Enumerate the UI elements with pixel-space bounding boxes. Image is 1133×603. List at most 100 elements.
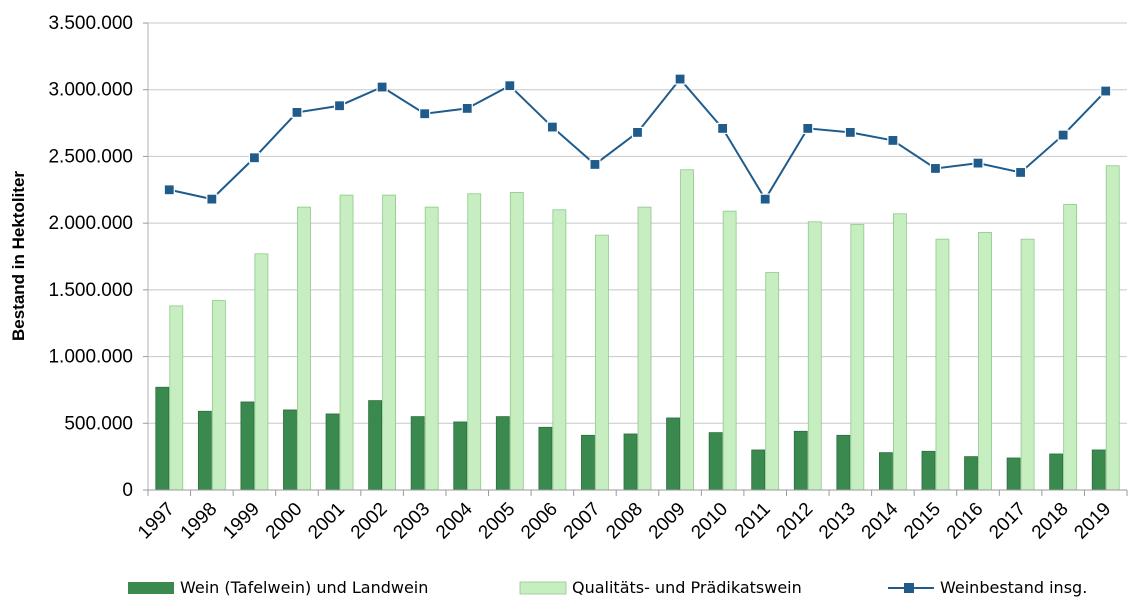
y-tick-label: 1.500.000	[48, 280, 133, 301]
x-tick-label: 2000	[262, 499, 307, 544]
point-weinbestand	[248, 152, 261, 164]
point-weinbestand	[631, 126, 644, 139]
bar-wein-landwein	[453, 421, 468, 491]
axes	[143, 22, 1128, 496]
bar-wein-landwein	[538, 426, 553, 491]
y-tick-label: 1.000.000	[48, 347, 133, 368]
point-weinbestand	[504, 80, 516, 92]
bar-wein-landwein	[495, 416, 510, 491]
bar-qualitaets-praedikatswein	[595, 234, 609, 491]
bar-qualitaets-praedikatswein	[254, 253, 269, 491]
x-tick-label: 2002	[347, 499, 392, 544]
x-tick-label: 2012	[773, 499, 818, 544]
bar-wein-landwein	[921, 450, 936, 491]
point-weinbestand	[1100, 85, 1112, 97]
x-tick-label: 2008	[602, 499, 647, 544]
x-tick-label: 2006	[517, 499, 562, 544]
bar-qualitaets-praedikatswein	[297, 206, 311, 491]
bar-qualitaets-praedikatswein	[211, 300, 226, 491]
bar-qualitaets-praedikatswein	[850, 224, 865, 491]
x-tick-label: 2017	[985, 499, 1030, 544]
legend-swatch-wein-landwein	[128, 582, 174, 594]
legend: Wein (Tafelwein) und Landwein Qualitäts- …	[128, 578, 1087, 597]
bar-qualitaets-praedikatswein	[424, 206, 439, 491]
point-weinbestand	[376, 81, 388, 93]
x-tick-label: 2015	[900, 499, 945, 544]
bar-qualitaets-praedikatswein	[1063, 204, 1078, 491]
bar-wein-landwein	[836, 434, 851, 491]
point-weinbestand	[419, 108, 431, 120]
gridlines	[148, 22, 1127, 424]
bar-qualitaets-praedikatswein	[382, 194, 397, 491]
x-tick-label: 2007	[560, 499, 605, 544]
legend-swatch-qualitaets-praedikatswein	[519, 581, 567, 595]
bar-wein-landwein	[197, 410, 212, 491]
bar-qualitaets-praedikatswein	[722, 210, 737, 491]
x-tick-label: 2010	[687, 499, 732, 544]
point-weinbestand	[759, 193, 771, 205]
x-tick-label: 1999	[219, 499, 264, 544]
bar-qualitaets-praedikatswein	[892, 213, 907, 491]
bar-wein-landwein	[1006, 457, 1021, 491]
point-weinbestand	[1014, 166, 1027, 179]
y-tick-label: 500.000	[64, 413, 133, 434]
x-tick-label: 2011	[731, 499, 775, 543]
bar-wein-landwein	[878, 452, 893, 491]
y-tick-label: 3.500.000	[48, 13, 133, 34]
point-weinbestand	[674, 73, 686, 85]
bar-wein-landwein	[1091, 449, 1106, 491]
bar-wein-landwein	[1049, 453, 1064, 491]
bar-qualitaets-praedikatswein	[978, 232, 992, 491]
point-weinbestand	[717, 122, 729, 135]
point-weinbestand	[1057, 129, 1069, 141]
bar-qualitaets-praedikatswein	[637, 206, 652, 491]
point-weinbestand	[163, 184, 175, 196]
y-axis-tick-labels: 0 500.000 1.000.000 1.500.000 2.000.000 2.500…	[48, 13, 133, 501]
bar-qualitaets-praedikatswein	[509, 192, 524, 491]
bar-wein-landwein	[240, 401, 255, 491]
bar-qualitaets-praedikatswein	[1020, 238, 1035, 491]
bar-qualitaets-praedikatswein	[169, 305, 184, 491]
x-tick-label: 1998	[177, 499, 222, 544]
bar-qualitaets-praedikatswein	[765, 272, 780, 491]
x-tick-label: 2004	[432, 498, 477, 543]
point-weinbestand	[972, 157, 984, 169]
bar-qualitaets-praedikatswein	[680, 169, 694, 491]
bar-qualitaets-praedikatswein	[807, 221, 822, 491]
bar-wein-landwein	[410, 416, 425, 491]
bar-qualitaets-praedikatswein	[467, 193, 482, 491]
y-tick-label: 0	[122, 480, 133, 501]
x-axis-tick-labels: 1997199819992000200120022003200420052006…	[134, 498, 1115, 543]
x-tick-label: 2014	[858, 498, 903, 543]
bar-wein-landwein	[283, 409, 297, 491]
legend-marker-weinbestand	[904, 583, 914, 593]
point-weinbestand	[589, 158, 601, 171]
point-weinbestand	[887, 134, 899, 147]
bar-wein-landwein	[581, 434, 595, 491]
bar-qualitaets-praedikatswein	[1105, 165, 1120, 491]
y-tick-label: 2.500.000	[48, 146, 133, 167]
y-tick-label: 2.000.000	[48, 213, 133, 234]
y-tick-label: 3.000.000	[48, 80, 133, 101]
bar-wein-landwein	[368, 400, 383, 491]
bar-wein-landwein	[751, 449, 766, 491]
bar-wein-landwein	[325, 413, 340, 491]
bar-qualitaets-praedikatswein	[339, 194, 354, 491]
point-weinbestand	[333, 100, 346, 112]
legend-label-qualitaets-praedikatswein: Qualitäts- und Prädikatswein	[572, 578, 802, 597]
line-weinbestand	[169, 77, 1107, 202]
bar-wein-landwein	[623, 433, 638, 491]
x-tick-label: 2001	[304, 499, 349, 544]
bar-wein-landwein	[708, 432, 723, 491]
bar-wein-landwein	[155, 386, 170, 491]
x-tick-label: 2013	[815, 499, 860, 544]
bar-qualitaets-praedikatswein	[552, 209, 567, 491]
point-weinbestand	[206, 193, 218, 205]
bar-wein-landwein	[793, 430, 808, 491]
y-axis-title: Bestand in Hektoliter	[9, 171, 28, 341]
point-weinbestand	[844, 126, 856, 139]
x-tick-label: 2016	[943, 499, 988, 544]
line-series	[163, 73, 1112, 205]
point-weinbestand	[929, 162, 942, 175]
